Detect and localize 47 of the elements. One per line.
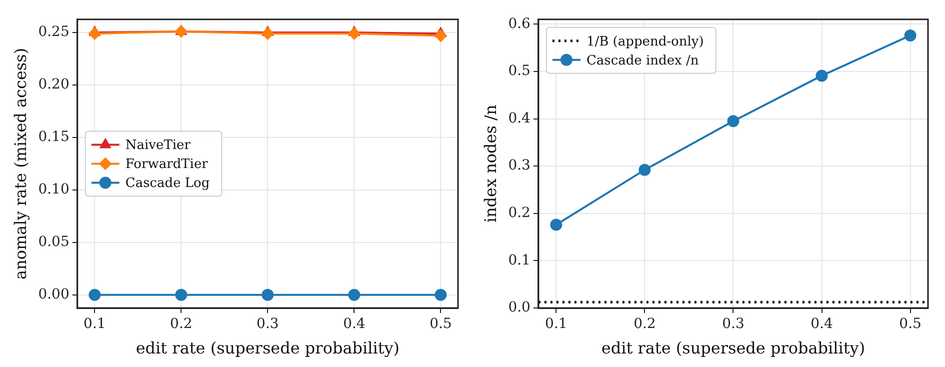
y-tick-label: 0.15	[38, 129, 70, 146]
legend-label: Cascade index /n	[586, 53, 700, 68]
y-tick-label: 0.1	[508, 252, 530, 268]
point	[904, 29, 916, 42]
y-tick-label: 0.10	[38, 182, 70, 198]
x-axis-title: edit rate (supersede probability)	[601, 338, 866, 358]
point	[262, 288, 274, 301]
x-tick-label: 0.1	[545, 316, 568, 332]
y-axis-title: anomaly rate (mixed access)	[10, 48, 30, 280]
x-tick-label: 0.2	[170, 316, 192, 332]
legend-label: Cascade Log	[125, 176, 210, 192]
x-axis-title: edit rate (supersede probability)	[136, 338, 400, 358]
x-tick-label: 0.5	[430, 316, 452, 332]
y-tick-label: 0.20	[38, 76, 70, 93]
y-tick-label: 0.0	[508, 300, 530, 316]
point	[348, 288, 360, 301]
point	[262, 28, 274, 40]
y-tick-label: 0.25	[38, 24, 70, 40]
legend-label: 1/B (append-only)	[586, 34, 704, 50]
point	[88, 28, 101, 40]
point	[434, 30, 447, 42]
x-tick-label: 0.4	[810, 316, 833, 332]
y-tick-label: 0.5	[508, 63, 530, 80]
point	[88, 288, 101, 301]
point	[816, 70, 828, 82]
point	[434, 288, 447, 301]
point	[175, 25, 188, 38]
y-tick-label: 0.2	[508, 205, 530, 222]
legend-label: NaiveTier	[125, 138, 192, 154]
x-tick-label: 0.5	[899, 316, 922, 332]
y-tick-label: 0.3	[508, 158, 530, 174]
point	[175, 288, 188, 301]
y-tick-label: 0.4	[508, 110, 531, 126]
point	[550, 218, 562, 231]
x-tick-label: 0.3	[256, 316, 279, 332]
point	[348, 28, 360, 40]
x-tick-label: 0.1	[84, 316, 106, 332]
y-tick-label: 0.00	[38, 286, 70, 303]
legend-label: ForwardTier	[125, 157, 209, 172]
point	[638, 164, 651, 176]
x-tick-label: 0.2	[634, 316, 656, 332]
y-tick-label: 0.6	[508, 16, 531, 32]
y-tick-label: 0.05	[38, 234, 70, 250]
y-axis-title: index nodes /n	[480, 104, 500, 223]
point	[727, 115, 740, 128]
x-tick-label: 0.4	[343, 316, 366, 332]
x-tick-label: 0.3	[722, 316, 744, 332]
